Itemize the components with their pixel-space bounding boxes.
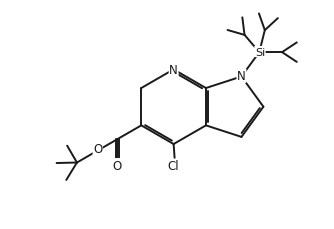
Text: O: O <box>113 159 122 172</box>
Text: N: N <box>169 64 178 76</box>
Text: O: O <box>93 142 103 155</box>
Text: Cl: Cl <box>168 160 179 172</box>
Text: Si: Si <box>255 47 265 57</box>
Text: N: N <box>237 70 246 83</box>
